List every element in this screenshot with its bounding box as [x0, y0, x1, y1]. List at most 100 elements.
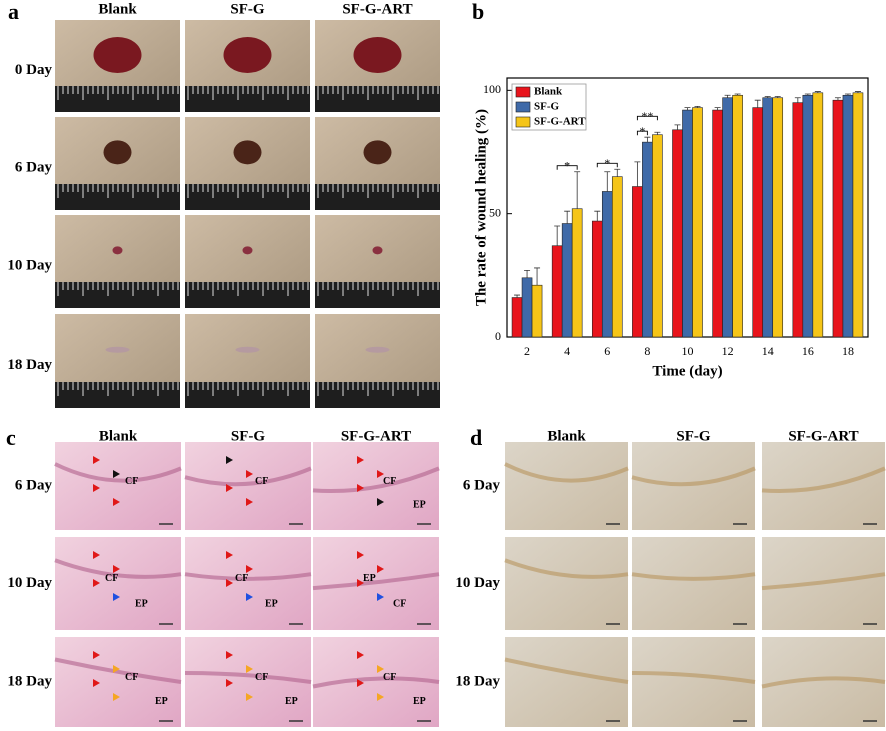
arrow — [226, 579, 233, 587]
arrow — [113, 593, 120, 601]
legend-label: Blank — [534, 86, 563, 98]
legend-swatch — [515, 101, 531, 113]
tissue-layer — [312, 676, 440, 689]
wound — [93, 36, 142, 73]
significance-bracket — [636, 115, 658, 121]
bar — [511, 297, 523, 338]
x-tick-label: 4 — [564, 344, 570, 358]
arrow — [357, 579, 364, 587]
arrow — [377, 470, 384, 478]
tissue-layer — [631, 671, 756, 684]
arrow — [246, 593, 253, 601]
bar — [632, 186, 643, 338]
bar — [672, 129, 683, 338]
tissue-label: CF — [125, 672, 138, 683]
error-bar — [774, 96, 781, 98]
row-label: 18 Day — [7, 673, 52, 689]
micrograph — [505, 442, 628, 530]
arrow — [93, 456, 100, 464]
wound — [235, 346, 260, 353]
arrow — [357, 651, 364, 659]
y-tick-label: 0 — [495, 329, 501, 343]
arrow — [357, 679, 364, 687]
arrow — [357, 456, 364, 464]
arrow — [377, 593, 384, 601]
error-bar — [834, 97, 841, 101]
x-tick-label: 2 — [524, 344, 530, 358]
column-header: Blank — [99, 428, 138, 444]
tissue-label: CF — [383, 476, 396, 487]
error-bar — [844, 93, 851, 96]
arrow — [377, 498, 384, 506]
error-bar — [514, 294, 521, 298]
arrow — [246, 470, 253, 478]
arrow — [226, 551, 233, 559]
column-header: SF-G — [230, 1, 265, 17]
x-tick-label: 12 — [722, 344, 734, 358]
micrograph — [505, 537, 628, 630]
error-bar — [614, 168, 621, 177]
arrow — [93, 651, 100, 659]
wound — [363, 140, 392, 165]
micrograph — [55, 537, 181, 630]
significance-label: * — [639, 124, 645, 138]
tissue-label: EP — [363, 573, 376, 584]
column-header: SF-G-ART — [342, 1, 412, 17]
x-tick-label: 6 — [604, 344, 610, 358]
row-label: 18 Day — [7, 357, 52, 373]
x-tick-label: 16 — [802, 344, 814, 358]
y-tick-label: 100 — [483, 82, 501, 96]
column-header: Blank — [98, 1, 137, 17]
row-label: 18 Day — [455, 673, 500, 689]
micrograph — [632, 637, 755, 727]
bar — [802, 94, 814, 338]
y-tick-label: 50 — [489, 205, 501, 219]
error-bar — [804, 93, 811, 96]
legend-label: SF-G — [534, 101, 560, 113]
significance-bracket — [556, 165, 578, 170]
error-bar — [564, 210, 571, 224]
tissue-layer — [312, 466, 440, 494]
error-bar — [534, 267, 541, 286]
micrograph — [632, 537, 755, 630]
column-header: SF-G — [231, 428, 266, 444]
wound — [105, 346, 130, 353]
wound — [103, 140, 132, 165]
tissue-layer — [184, 572, 312, 581]
row-label: 10 Day — [7, 575, 52, 591]
micrograph — [632, 442, 755, 530]
tissue-layer — [54, 657, 182, 684]
error-bar — [734, 93, 741, 96]
column-header: SF-G-ART — [341, 428, 411, 444]
arrow — [93, 551, 100, 559]
tissue-label: EP — [135, 598, 148, 609]
bar — [792, 102, 804, 338]
error-bar — [634, 161, 641, 187]
row-label: 6 Day — [15, 160, 53, 176]
error-bar — [794, 97, 801, 103]
bar — [561, 223, 573, 338]
tissue-label: EP — [413, 696, 426, 707]
micrograph — [55, 442, 181, 530]
error-bar — [694, 105, 701, 108]
tissue-layer — [631, 466, 756, 487]
tissue-layer — [184, 466, 312, 487]
bar — [722, 97, 733, 338]
tissue-label: CF — [393, 598, 406, 609]
significance-bracket — [636, 130, 648, 136]
bar — [521, 277, 533, 338]
arrow — [377, 693, 384, 701]
wound — [242, 246, 253, 255]
legend-swatch — [515, 86, 531, 98]
panel-label: d — [470, 425, 482, 450]
legend-label: SF-G-ART — [534, 116, 586, 128]
arrow — [357, 551, 364, 559]
arrow — [113, 665, 120, 673]
arrow — [113, 565, 120, 573]
tissue-layer — [631, 572, 756, 581]
arrow — [93, 579, 100, 587]
micrograph — [185, 537, 311, 630]
bar — [601, 191, 613, 338]
error-bar — [604, 171, 611, 192]
bar — [762, 97, 774, 338]
